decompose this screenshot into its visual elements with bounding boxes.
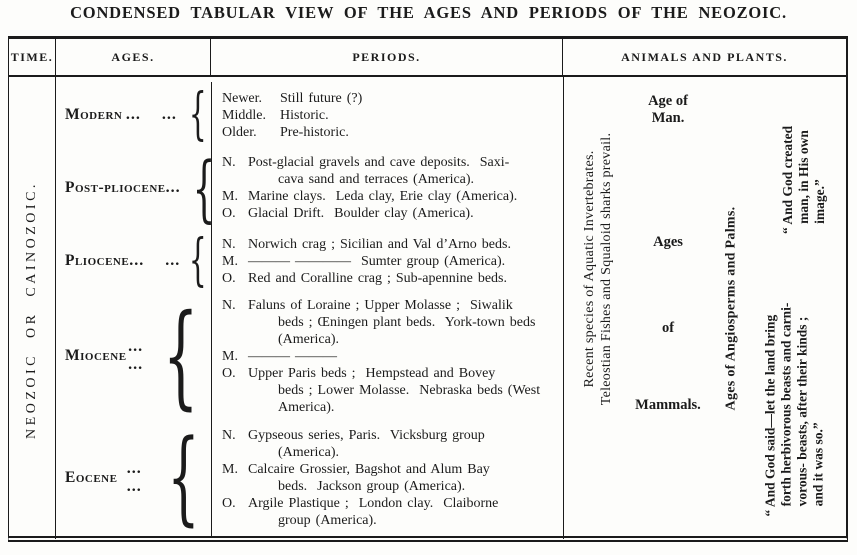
age-cell: Miocene ... ... { [56,294,211,418]
period-text: Post-glacial gravels and cave deposits. … [248,155,510,187]
period-entry: M. ——— ——— [222,348,559,365]
period-label: O. [222,496,236,511]
period-entry: O. Argile Plastique ; London clay. Claib… [222,495,559,529]
age-cell: Eocene ... ... { [56,418,211,538]
periods-cell: N. Faluns of Loraine ; Upper Molasse ; S… [211,294,563,418]
periods-cell: N. Post-glacial gravels and cave deposit… [211,148,563,228]
periods-cell: N. Gypseous series, Paris. Vicksburg gro… [211,418,563,538]
period-text: Calcaire Grossier, Bagshot and Alum Bay … [248,462,490,494]
header-animals-and-plants: ANIMALS AND PLANTS. [621,49,788,64]
table-row-miocene: Miocene ... ... { N. Faluns of Loraine ;… [56,294,563,418]
header-time: TIME. [9,39,56,75]
age-name: Pliocene [65,252,130,269]
age-name: Post-pliocene [65,179,166,196]
age-cell: Pliocene ... ... { [56,228,211,294]
period-text: Upper Paris beds ; Hempstead and Bovey b… [248,365,541,415]
period-label: O. [222,270,236,286]
period-label: Newer. [222,90,263,106]
geological-table: TIME. AGES. PERIODS. ANIMALS AND PLANTS.… [8,36,848,542]
period-text: Pre-historic. [280,124,349,140]
time-vertical-label: NEOZOIC OR CAINOZOIC. [24,181,39,439]
age-name: Miocene [65,347,127,364]
table-row-eocene: Eocene ... ... { N. Gypseous series, Par… [56,418,563,538]
document-title: CONDENSED TABULAR VIEW OF THE AGES AND P… [70,3,787,22]
leader-dots: ... ... [129,252,181,269]
period-entry: M. Calcaire Grossier, Bagshot and Alum B… [222,461,559,495]
vertical-text-invertebrates: Recent species of Aquatic Invertebrates.… [582,132,614,406]
age-cell: Modern ... ... { [56,82,211,148]
period-entry: N. Norwich crag ; Sicilian and Val d’Arn… [222,236,559,253]
period-text: Marine clays. Leda clay, Erie clay (Amer… [248,189,518,204]
brace-glyph: { [162,291,199,421]
period-label: Older. [222,124,257,140]
period-entry: Older. Pre-historic. [222,124,559,141]
brace-glyph: { [167,418,200,537]
age-cell: Post-pliocene ... { [56,148,215,228]
of-label: of [661,320,675,336]
brace-glyph: { [189,82,208,147]
period-text: Faluns of Loraine ; Upper Molasse ; Siwa… [248,297,536,347]
leader-dots: ... ... [125,106,177,123]
period-label: N. [222,297,236,313]
table-header-row: TIME. AGES. PERIODS. ANIMALS AND PLANTS. [9,39,846,77]
period-label: N. [222,155,236,170]
period-entry: M. ——— ———— Sumter group (America). [222,253,559,270]
period-label: N. [222,428,236,443]
periods-cell: Newer. Still future (?) Middle. Historic… [211,82,563,148]
vertical-quote-land-bring: “ And God said—let the land bring forth … [762,302,826,517]
period-text: Argile Plastique ; London clay. Claiborn… [248,496,499,528]
period-text: Glacial Drift. Boulder clay (America). [248,206,474,221]
period-text: Historic. [280,107,329,123]
period-entry: N. Faluns of Loraine ; Upper Molasse ; S… [222,297,559,348]
mammals-label: Mammals. [635,397,701,413]
vertical-quote-created-man: “ And God created man, in His own image.… [780,125,827,234]
table-body: NEOZOIC OR CAINOZOIC. Modern ... ... { N… [9,77,846,539]
brace-glyph: { [192,146,215,230]
period-text: Gypseous series, Paris. Vicksburg group … [248,428,485,460]
period-label: Middle. [222,107,266,123]
time-column: NEOZOIC OR CAINOZOIC. [9,77,56,539]
period-label: M. [222,253,238,269]
period-entry: O. Upper Paris beds ; Hempstead and Bove… [222,365,559,416]
age-name: Eocene [65,469,118,486]
ages-periods-columns: Modern ... ... { Newer. Still future (?)… [56,77,563,539]
period-label: O. [222,365,236,381]
table-row-modern: Modern ... ... { Newer. Still future (?)… [56,82,563,148]
period-entry: O. Glacial Drift. Boulder clay (America)… [222,205,559,222]
leader-dots: ... ... [126,460,142,495]
table-row-pliocene: Pliocene ... ... { N. Norwich crag ; Sic… [56,228,563,294]
period-entry: O. Red and Coralline crag ; Sub-apennine… [222,270,559,287]
header-ages: AGES. [56,39,211,75]
age-name: Modern [65,106,123,123]
header-periods: PERIODS. [211,39,563,75]
period-label: O. [222,206,236,221]
period-label: M. [222,462,238,477]
period-entry: M. Marine clays. Leda clay, Erie clay (A… [222,188,559,205]
age-of-man-label: Age of Man. [648,93,688,126]
leader-dots: ... ... [128,338,144,373]
periods-cell: N. Norwich crag ; Sicilian and Val d’Arn… [211,228,563,294]
animals-and-plants-column: Recent species of Aquatic Invertebrates.… [563,77,846,539]
period-label: N. [222,236,236,252]
period-text: Red and Coralline crag ; Sub-apennine be… [248,270,507,286]
leader-dots: ... [165,179,181,196]
period-entry: Newer. Still future (?) [222,90,559,107]
period-text: ——— ———— Sumter group (America). [248,253,506,269]
period-text: ——— ——— [248,348,337,364]
brace-glyph: { [189,228,208,293]
period-entry: N. Post-glacial gravels and cave deposit… [222,154,559,188]
period-text: Norwich crag ; Sicilian and Val d’Arno b… [248,236,511,252]
period-text: Still future (?) [280,90,363,106]
period-entry: Middle. Historic. [222,107,559,124]
period-label: M. [222,189,238,204]
table-row-post-pliocene: Post-pliocene ... { N. Post-glacial grav… [56,148,563,228]
period-label: M. [222,348,238,364]
vertical-text-angiosperms: Ages of Angiosperms and Palms. [723,206,739,411]
period-entry: N. Gypseous series, Paris. Vicksburg gro… [222,427,559,461]
ages-label: Ages [653,234,683,250]
